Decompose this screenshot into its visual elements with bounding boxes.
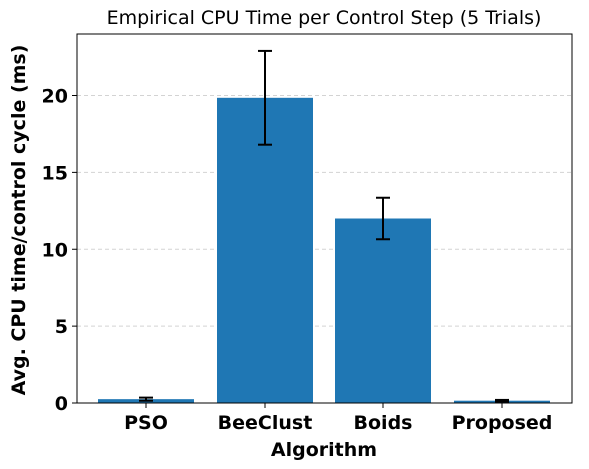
chart-title: Empirical CPU Time per Control Step (5 T… bbox=[107, 7, 542, 29]
y-axis-ticks: 0 5 10 15 20 bbox=[42, 86, 77, 415]
plot-frame bbox=[76, 33, 573, 404]
y-tick-label: 20 bbox=[42, 86, 68, 108]
x-axis-ticks: PSO BeeClust Boids Proposed bbox=[124, 403, 552, 434]
x-tick-label: Proposed bbox=[452, 412, 553, 434]
error-bars-group bbox=[139, 49, 509, 403]
error-bar-pso bbox=[139, 396, 153, 402]
y-tick-label: 15 bbox=[42, 162, 68, 184]
error-bar-proposed bbox=[495, 398, 509, 403]
y-tick-label: 10 bbox=[42, 239, 68, 261]
y-tick-label: 0 bbox=[55, 393, 68, 415]
x-tick-label: Boids bbox=[354, 412, 413, 434]
x-axis-label: Algorithm bbox=[271, 439, 377, 461]
grid-lines bbox=[77, 95, 572, 327]
bar-boids bbox=[335, 218, 431, 403]
x-tick-label: BeeClust bbox=[218, 412, 313, 434]
bars-group bbox=[98, 97, 550, 404]
y-tick-label: 5 bbox=[55, 316, 68, 338]
error-bar-beeclust bbox=[258, 49, 272, 146]
error-bar-boids bbox=[376, 196, 390, 241]
bar-beeclust bbox=[217, 97, 313, 404]
y-axis-label: Avg. CPU time/control cycle (ms) bbox=[8, 45, 30, 396]
x-tick-label: PSO bbox=[124, 412, 168, 434]
